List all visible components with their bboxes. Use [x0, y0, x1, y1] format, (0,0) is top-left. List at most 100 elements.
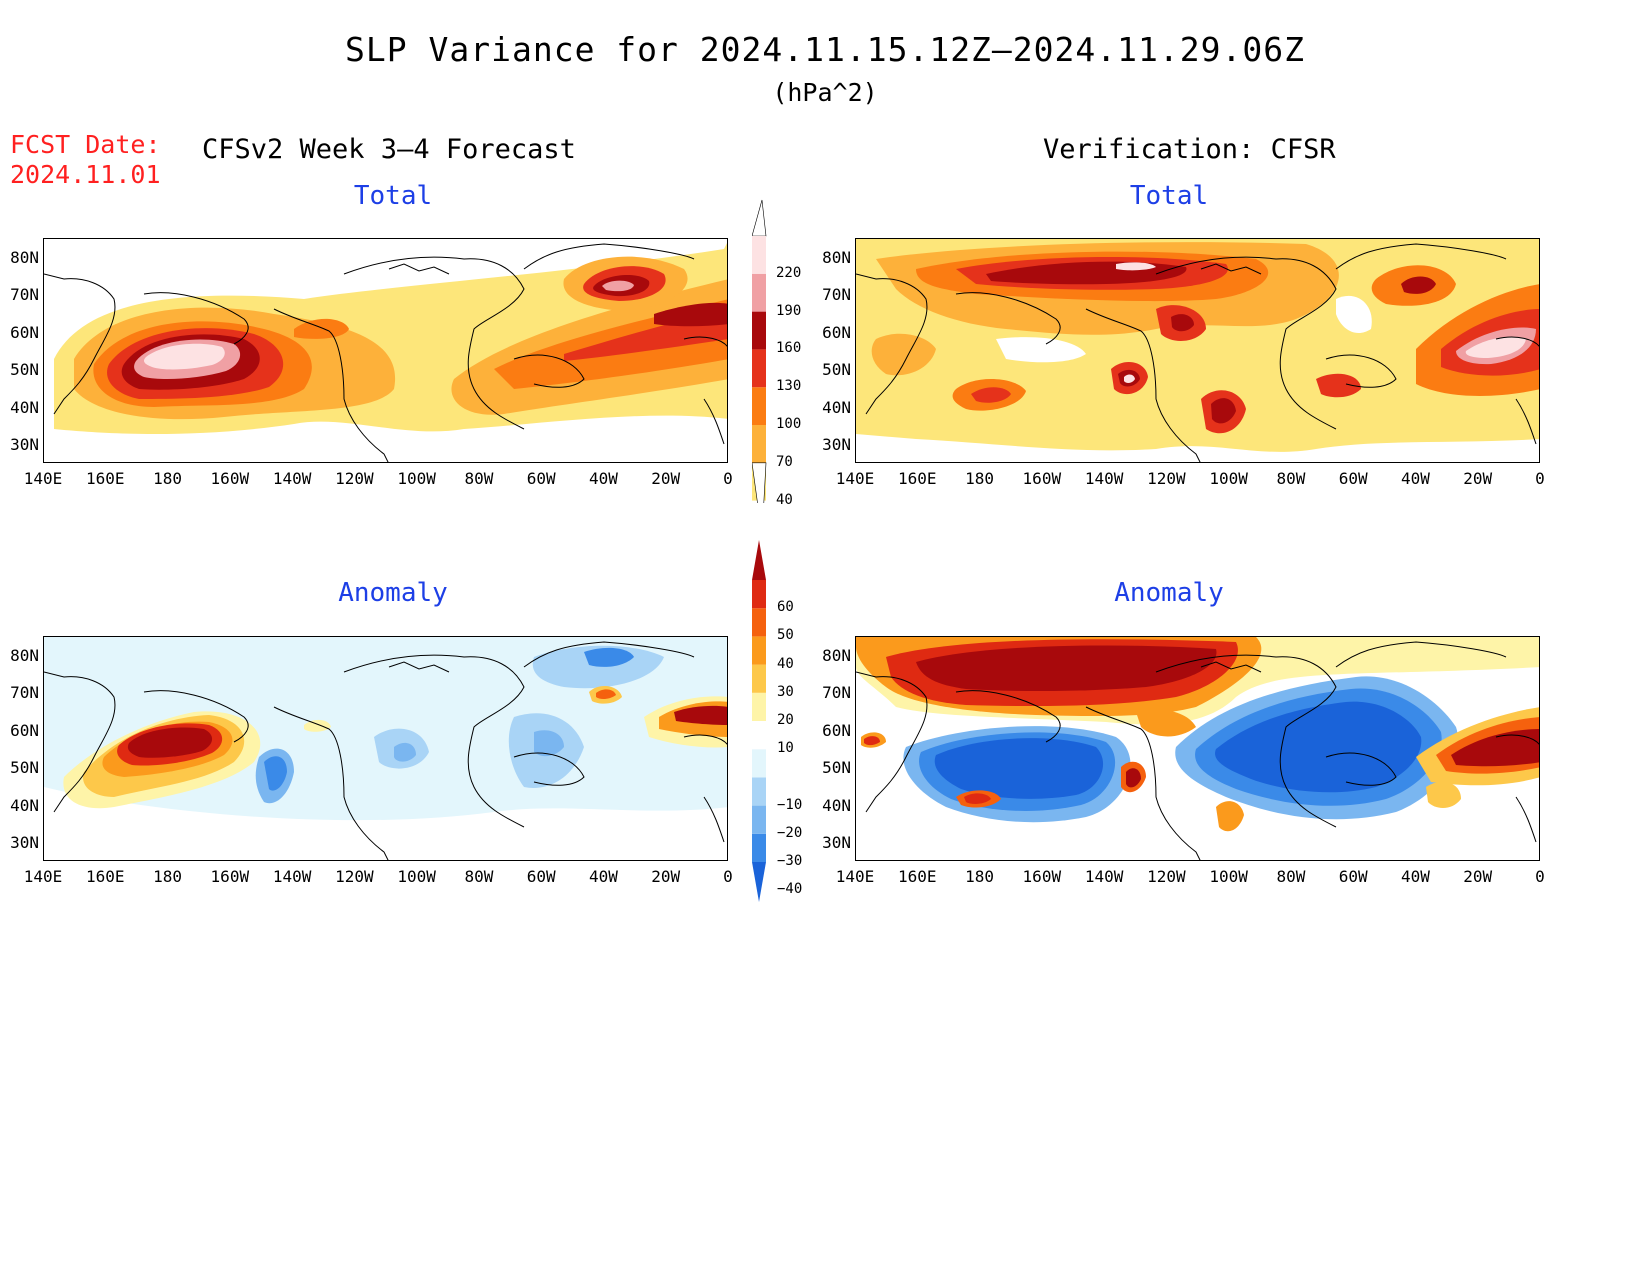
colorbar-segment — [752, 273, 766, 312]
colorbar-arrow-top — [752, 540, 766, 580]
lon-label: 40W — [589, 469, 618, 488]
lon-label: 140E — [835, 867, 875, 886]
colorbar-tick-label: 30 — [777, 683, 794, 700]
coastlines — [856, 641, 1539, 860]
lon-label: 140W — [1084, 469, 1124, 488]
lat-label: 50N — [822, 360, 851, 380]
lon-label: 0 — [1535, 867, 1545, 886]
lon-label: 40W — [1401, 469, 1430, 488]
fcst-total-shading — [54, 243, 727, 434]
verif-anomaly-map — [855, 636, 1540, 861]
colorbar-segment — [752, 580, 766, 609]
colorbar-arrow-top — [752, 199, 767, 237]
lon-label: 160E — [86, 469, 125, 488]
lon-label: 80W — [464, 867, 494, 886]
lat-label: 40N — [10, 795, 39, 815]
fcst-anomaly-subtitle: Anomaly — [338, 578, 448, 608]
colorbar-tick-label: 70 — [776, 453, 793, 470]
lon-label: 120W — [1147, 867, 1186, 886]
verification-heading: Verification: CFSR — [1043, 134, 1336, 165]
colorbar-arrow-bottom — [752, 862, 766, 902]
lat-label: 70N — [10, 285, 39, 305]
lat-label: 40N — [822, 397, 851, 417]
colorbar-tick-label: −40 — [777, 881, 803, 898]
lat-label: 30N — [10, 435, 39, 454]
lat-label: 30N — [822, 833, 851, 852]
colorbar-segment — [752, 805, 766, 834]
lat-label: 60N — [822, 322, 851, 342]
lon-label: 80W — [464, 469, 494, 488]
lon-label: 60W — [526, 867, 556, 886]
lon-label: 180 — [153, 867, 182, 886]
lon-label: 60W — [526, 469, 556, 488]
lon-label: 140W — [272, 469, 312, 488]
lon-label: 140W — [1084, 867, 1124, 886]
lon-label: 60W — [1338, 469, 1368, 488]
lon-label: 140E — [835, 469, 875, 488]
coastlines — [44, 243, 727, 462]
verif-anomaly-subtitle: Anomaly — [1114, 578, 1224, 608]
colorbar-segment — [752, 425, 766, 463]
lat-label: 40N — [822, 795, 851, 815]
lat-label: 50N — [10, 758, 39, 778]
lat-label: 80N — [822, 646, 851, 665]
units-label: (hPa^2) — [772, 78, 878, 107]
colorbar-tick-label: 220 — [776, 264, 802, 281]
colorbar-arrow-bottom — [752, 462, 767, 503]
colorbar-tick-label: 40 — [776, 491, 793, 508]
lon-label: 80W — [1276, 867, 1306, 886]
figure-title: SLP Variance for 2024.11.15.12Z–2024.11.… — [345, 30, 1305, 69]
colorbar-segment — [752, 236, 766, 274]
colorbar-tick-label: −10 — [777, 796, 803, 813]
lon-label: 100W — [1209, 469, 1248, 488]
colorbar-segment — [752, 387, 766, 425]
coastlines — [856, 243, 1539, 462]
lon-label: 120W — [335, 867, 374, 886]
lat-label: 60N — [822, 720, 851, 740]
colorbar-segment — [752, 777, 766, 806]
fcst-total-map — [43, 238, 728, 463]
verif-anomaly-shading — [856, 637, 1539, 860]
fcst-anomaly-map — [43, 636, 728, 861]
lat-label: 30N — [822, 435, 851, 454]
colorbar-segment — [752, 636, 766, 665]
lon-label: 40W — [1401, 867, 1430, 886]
lon-label: 100W — [397, 867, 436, 886]
lon-label: 160W — [210, 469, 250, 488]
fcst-date-label: FCST Date: — [10, 130, 161, 159]
lon-label: 100W — [1209, 867, 1248, 886]
colorbar-tick-label: −20 — [777, 824, 803, 841]
lon-label: 60W — [1338, 867, 1368, 886]
lon-label: 160W — [210, 867, 250, 886]
lon-label: 120W — [1147, 469, 1186, 488]
colorbar-tick-label: 60 — [777, 599, 794, 616]
colorbar-tick-label: 100 — [776, 416, 802, 432]
lat-label: 80N — [10, 248, 39, 267]
lon-label: 20W — [1463, 469, 1493, 488]
colorbar-tick-label: 10 — [777, 740, 794, 757]
lon-label: 20W — [651, 867, 681, 886]
lon-label: 20W — [1463, 867, 1493, 886]
lon-label: 100W — [397, 469, 436, 488]
lon-label: 20W — [651, 469, 681, 488]
verif-total-shading — [856, 239, 1539, 452]
lon-label: 180 — [153, 469, 182, 488]
lat-label: 70N — [822, 683, 851, 703]
lon-label: 140E — [23, 469, 63, 488]
lat-label: 40N — [10, 397, 39, 417]
colorbar-tick-label: 160 — [776, 340, 802, 357]
lat-label: 70N — [10, 683, 39, 703]
lon-label: 160E — [898, 867, 937, 886]
colorbar-tick-label: 190 — [776, 302, 802, 319]
anomaly-colorbar — [752, 540, 766, 902]
lat-label: 50N — [10, 360, 39, 380]
lon-label: 140E — [23, 867, 63, 886]
colorbar-segment — [752, 749, 766, 778]
colorbar-segment — [752, 692, 766, 721]
colorbar-tick-label: 130 — [776, 378, 802, 395]
colorbar-segment — [752, 608, 766, 637]
lon-label: 160W — [1022, 469, 1062, 488]
coastlines — [44, 641, 727, 860]
lon-label: 0 — [723, 867, 733, 886]
lon-label: 0 — [723, 469, 733, 488]
